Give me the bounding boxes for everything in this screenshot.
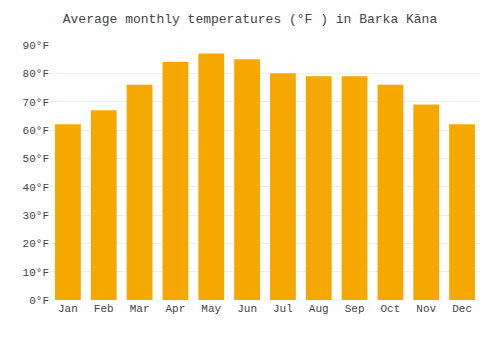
svg-text:20°F: 20°F [23, 238, 49, 250]
svg-text:80°F: 80°F [23, 68, 49, 80]
svg-text:60°F: 60°F [23, 125, 49, 137]
svg-text:0°F: 0°F [29, 295, 49, 307]
svg-text:70°F: 70°F [23, 97, 49, 109]
svg-text:Average monthly temperatures (: Average monthly temperatures (°F ) in Ba… [63, 12, 438, 27]
svg-text:Mar: Mar [130, 303, 150, 315]
svg-text:30°F: 30°F [23, 210, 49, 222]
svg-text:Jul: Jul [273, 303, 293, 315]
svg-text:50°F: 50°F [23, 153, 49, 165]
svg-text:10°F: 10°F [23, 267, 49, 279]
svg-text:Oct: Oct [381, 303, 401, 315]
svg-text:May: May [201, 303, 221, 315]
svg-text:Jun: Jun [237, 303, 257, 315]
svg-text:Nov: Nov [416, 303, 436, 315]
svg-text:Aug: Aug [309, 303, 329, 315]
svg-text:Feb: Feb [94, 303, 114, 315]
svg-text:Sep: Sep [345, 303, 365, 315]
svg-text:Apr: Apr [166, 303, 186, 315]
svg-text:Jan: Jan [58, 303, 78, 315]
svg-text:40°F: 40°F [23, 182, 49, 194]
svg-text:90°F: 90°F [23, 40, 49, 52]
svg-text:Dec: Dec [452, 303, 472, 315]
